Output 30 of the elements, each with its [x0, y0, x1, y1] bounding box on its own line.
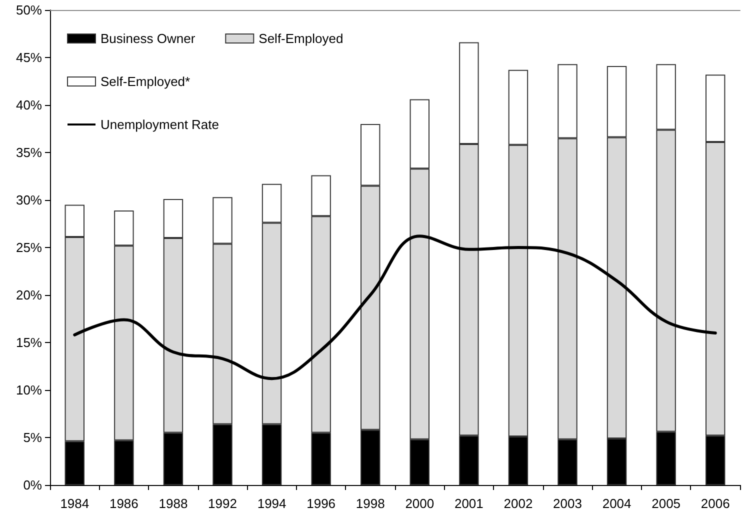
- x-tick-label: 2005: [652, 496, 681, 511]
- x-tick-label: 2002: [504, 496, 533, 511]
- y-tick-label: 10%: [16, 382, 42, 398]
- y-tick-label: 20%: [16, 288, 42, 302]
- x-tick-label: 2001: [454, 496, 484, 511]
- legend-label: Unemployment Rate: [100, 117, 219, 132]
- x-tick-label: 2003: [553, 496, 582, 511]
- line-series: [73, 234, 717, 380]
- y-tick-label: 50%: [16, 2, 42, 18]
- y-tick-label: 15%: [16, 335, 42, 350]
- legend-label: Business Owner: [100, 31, 196, 46]
- x-tick-label: 2000: [405, 496, 434, 511]
- legend-label: Self-Employed: [258, 31, 344, 46]
- y-tick-label: 40%: [16, 98, 42, 112]
- x-tick-label: 1992: [208, 496, 237, 511]
- y-tick-label: 45%: [16, 50, 42, 65]
- y-tick-label: 5%: [23, 430, 42, 445]
- x-tick-label: 1996: [306, 496, 336, 511]
- x-tick-label: 1986: [109, 496, 138, 511]
- y-tick-label: 30%: [16, 192, 42, 208]
- x-tick-label: 1994: [257, 496, 286, 511]
- y-tick-label: 35%: [16, 145, 42, 160]
- legend-label: Self-Employed*: [100, 74, 190, 89]
- x-tick-label: 1998: [356, 496, 385, 511]
- x-tick-label: 2004: [602, 496, 632, 511]
- x-tick-label: 1988: [158, 496, 188, 511]
- x-tick-label: 1984: [60, 496, 90, 511]
- y-tick-label: 0%: [23, 478, 42, 492]
- y-tick-label: 25%: [16, 240, 42, 255]
- x-tick-label: 2006: [700, 496, 730, 511]
